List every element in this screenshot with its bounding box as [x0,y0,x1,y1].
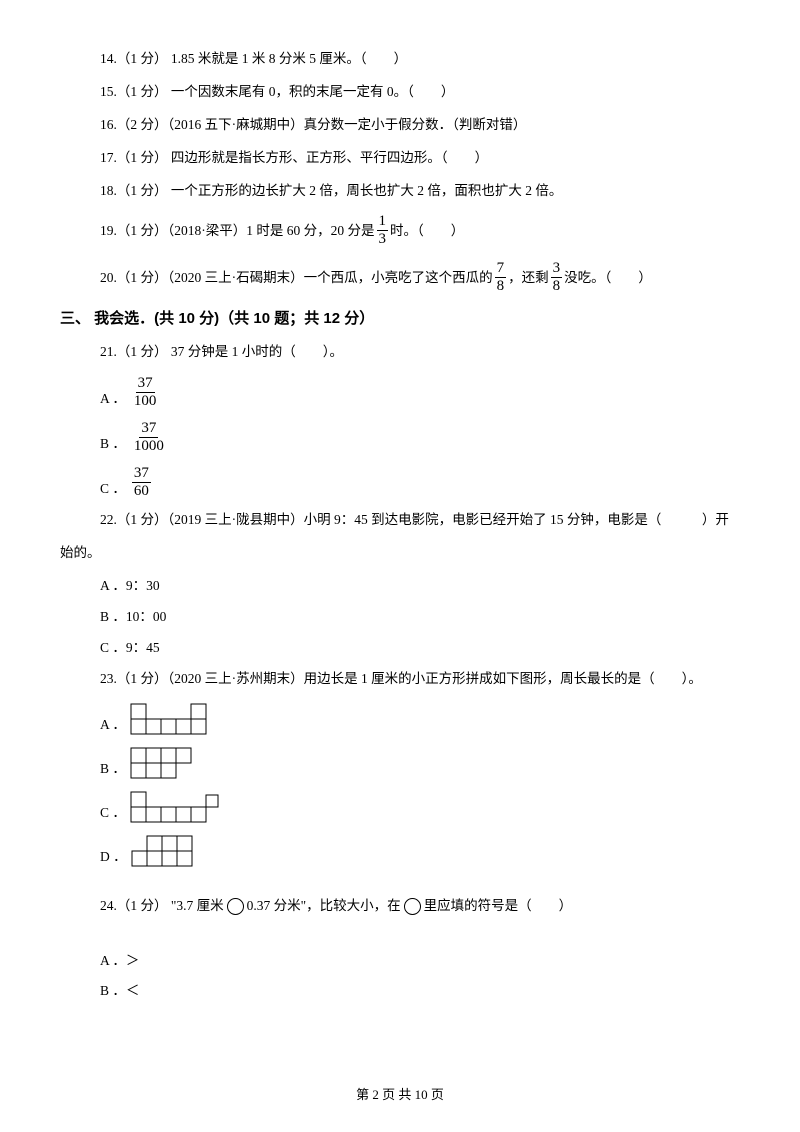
question-19: 19.（1 分）（2018·梁平）1 时是 60 分，20 分是 1 3 时。（… [100,214,464,247]
question-18: 18.（1 分） 一个正方形的边长扩大 2 倍，周长也扩大 2 倍，面积也扩大 … [100,182,740,201]
question-24: 24.（1 分） "3.7 厘米 0.37 分米"，比较大小，在 里应填的符号是… [100,897,572,916]
q24-option-a: A ．＞ [100,952,740,971]
q22-option-c: C ．9：45 [100,639,740,658]
option-label: B ． [100,435,126,454]
frac-den: 3 [377,231,389,247]
question-15: 15.（1 分） 一个因数末尾有 0，积的末尾一定有 0。（ ） [100,83,740,102]
question-23: 23.（1 分）（2020 三上·苏州期末）用边长是 1 厘米的小正方形拼成如下… [100,670,740,689]
question-16: 16.（2 分）（2016 五下·麻城期中）真分数一定小于假分数．（判断对错） [100,116,740,135]
q23-shape-d [131,835,193,867]
question-14: 14.（1 分） 1.85 米就是 1 米 8 分米 5 厘米。（ ） [100,50,740,69]
question-20: 20.（1 分）（2020 三上·石碣期末）一个西瓜，小亮吃了这个西瓜的 7 8… [100,261,652,294]
frac-num: 37 [136,376,155,393]
q23-option-b: B ． [100,747,740,779]
blank-circle-icon [404,898,421,915]
q23-option-d: D ． [100,835,740,867]
option-label: A ． [100,716,126,735]
frac-den: 1000 [132,438,166,454]
q23-shape-b [130,747,192,779]
q20-mid: ，还剩 [508,269,549,288]
question-22-continued: 始的。 [60,544,740,563]
q24-post: 里应填的符号是（ ） [424,897,573,916]
blank-circle-icon [227,898,244,915]
q23-option-a: A ． [100,703,740,735]
frac-num: 37 [139,421,158,438]
frac-den: 8 [495,278,507,294]
frac-num: 3 [551,261,563,278]
q21a-fraction: 37 100 [132,376,159,409]
q21c-fraction: 37 60 [132,466,151,499]
frac-num: 7 [495,261,507,278]
option-label: A ． [100,390,126,409]
question-22: 22.（1 分）（2019 三上·陇县期中）小明 9：45 到达电影院，电影已经… [100,511,740,530]
option-label: C ． [100,804,126,823]
frac-den: 8 [551,278,563,294]
section-3-header: 三、 我会选．(共 10 分)（共 10 题；共 12 分） [60,308,740,329]
question-17: 17.（1 分） 四边形就是指长方形、正方形、平行四边形。（ ） [100,149,740,168]
q20-pre: 20.（1 分）（2020 三上·石碣期末）一个西瓜，小亮吃了这个西瓜的 [100,269,493,288]
frac-den: 100 [132,393,159,409]
option-label: B ．10：00 [100,608,166,627]
option-label: B ． [100,760,126,779]
q20-fraction-1: 7 8 [495,261,507,294]
option-label: B ．＜ [100,982,139,1001]
frac-num: 1 [377,214,389,231]
q21-option-c: C ． 37 60 [100,466,740,499]
frac-den: 60 [132,483,151,499]
frac-num: 37 [132,466,151,483]
q19-fraction: 1 3 [377,214,389,247]
q24-option-b: B ．＜ [100,982,740,1001]
page-footer: 第 2 页 共 10 页 [0,1086,800,1104]
q19-pre: 19.（1 分）（2018·梁平）1 时是 60 分，20 分是 [100,222,375,241]
q21b-fraction: 37 1000 [132,421,166,454]
q19-post: 时。（ ） [390,222,464,241]
option-label: A ．＞ [100,952,139,971]
q21-option-a: A ． 37 100 [100,376,740,409]
option-label: C ． [100,480,126,499]
question-21: 21.（1 分） 37 分钟是 1 小时的（ ）。 [100,343,740,362]
q20-post: 没吃。（ ） [564,269,652,288]
q24-pre: 24.（1 分） "3.7 厘米 [100,897,224,916]
option-label: D ． [100,848,127,867]
q22-option-a: A ．9：30 [100,577,740,596]
q22-option-b: B ．10：00 [100,608,740,627]
q23-option-c: C ． [100,791,740,823]
q23-shape-c [130,791,222,823]
q23-shape-a [130,703,207,735]
option-label: C ．9：45 [100,639,160,658]
q21-option-b: B ． 37 1000 [100,421,740,454]
q24-mid: 0.37 分米"，比较大小，在 [247,897,401,916]
q20-fraction-2: 3 8 [551,261,563,294]
option-label: A ．9：30 [100,577,160,596]
